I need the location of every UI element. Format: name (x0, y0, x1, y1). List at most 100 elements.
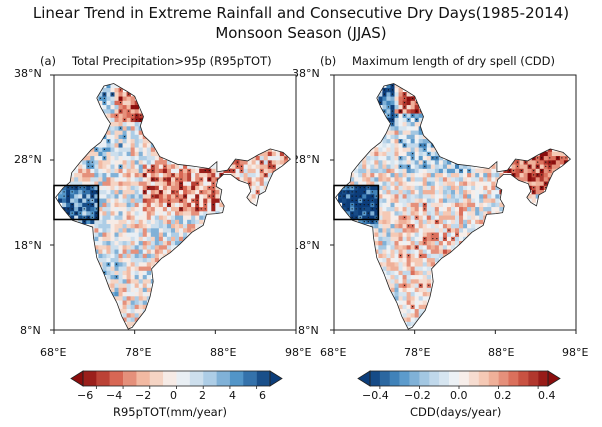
grid-cell (58, 194, 63, 199)
grid-cell (426, 236, 432, 242)
grid-cell (158, 155, 164, 161)
grid-cell (414, 168, 419, 174)
grid-cell (406, 215, 411, 220)
grid-cell (394, 291, 399, 297)
grid-cell (114, 181, 119, 186)
grid-cell (150, 151, 156, 157)
colorbar-min-arrow (357, 370, 371, 387)
grid-cell (475, 185, 480, 191)
grid-cell (82, 155, 87, 161)
grid-cell (491, 181, 496, 186)
grid-cell (414, 283, 419, 288)
significance-dot (269, 165, 271, 167)
grid-cell (475, 189, 480, 195)
grid-cell (170, 232, 176, 237)
grid-cell (102, 189, 107, 195)
grid-cell (406, 181, 411, 186)
grid-cell (394, 232, 399, 237)
grid-cell (430, 219, 436, 225)
grid-cell (374, 189, 379, 195)
grid-cell (463, 194, 468, 199)
grid-cell (426, 257, 432, 263)
grid-cell (390, 257, 395, 263)
significance-dot (351, 187, 353, 189)
grid-cell (175, 228, 180, 233)
significance-dot (136, 119, 138, 121)
significance-dot (367, 221, 369, 223)
panel-a-xtick-88e: 88°E (210, 346, 237, 359)
grid-cell (130, 296, 135, 301)
grid-cell (491, 172, 496, 178)
grid-cell (58, 198, 63, 203)
grid-cell (106, 104, 111, 110)
grid-cell (130, 232, 135, 237)
grid-cell (402, 245, 407, 250)
grid-cell (102, 194, 107, 199)
grid-cell (150, 147, 156, 152)
grid-cell (438, 202, 444, 208)
grid-cell (94, 219, 99, 225)
grid-cell (410, 283, 415, 288)
grid-cell (406, 228, 411, 233)
grid-cell (126, 240, 131, 246)
grid-cell (527, 168, 532, 174)
grid-cell (394, 104, 399, 110)
grid-cell (134, 164, 139, 169)
grid-cell (434, 202, 440, 208)
grid-cell (442, 232, 448, 237)
grid-cell (422, 232, 428, 237)
significance-dot (545, 165, 547, 167)
grid-cell (215, 206, 220, 212)
grid-cell (418, 181, 424, 186)
grid-cell (146, 219, 152, 225)
grid-cell (138, 262, 144, 267)
grid-cell (118, 147, 123, 152)
grid-cell (487, 185, 492, 191)
significance-dot (351, 216, 353, 218)
grid-cell (199, 194, 204, 199)
grid-cell (130, 228, 135, 233)
panel-a-xtick-78e: 78°E (125, 346, 152, 359)
grid-cell (191, 168, 196, 174)
grid-cell (191, 215, 196, 220)
grid-cell (426, 287, 432, 293)
grid-cell (114, 96, 119, 101)
grid-cell (434, 215, 440, 220)
significance-dot (204, 208, 206, 210)
grid-cell (251, 172, 256, 178)
significance-dot (71, 187, 73, 189)
grid-cell (390, 253, 395, 259)
grid-cell (386, 228, 391, 233)
grid-cell (130, 194, 135, 199)
grid-cell (146, 147, 152, 152)
grid-cell (126, 134, 131, 140)
grid-cell (438, 185, 444, 191)
grid-cell (390, 168, 395, 174)
significance-dot (412, 114, 414, 116)
significance-dot (371, 208, 373, 210)
grid-cell (134, 138, 139, 144)
grid-cell (382, 266, 387, 271)
grid-cell (398, 121, 403, 127)
grid-cell (426, 168, 432, 174)
grid-cell (434, 160, 440, 165)
grid-cell (398, 126, 403, 131)
grid-cell (187, 228, 192, 233)
grid-cell (390, 134, 395, 140)
grid-cell (442, 228, 448, 233)
grid-cell (402, 317, 407, 322)
significance-dot (83, 216, 85, 218)
grid-cell (130, 134, 135, 140)
significance-dot (416, 246, 418, 248)
grid-cell (106, 228, 111, 233)
grid-cell (398, 87, 403, 93)
grid-cell (166, 211, 172, 216)
grid-cell (78, 198, 83, 203)
grid-cell (70, 215, 75, 220)
grid-cell (150, 189, 156, 195)
grid-cell (410, 300, 415, 305)
grid-cell (154, 228, 160, 233)
grid-cell (390, 262, 395, 267)
grid-cell (126, 325, 131, 330)
grid-cell (138, 143, 144, 148)
